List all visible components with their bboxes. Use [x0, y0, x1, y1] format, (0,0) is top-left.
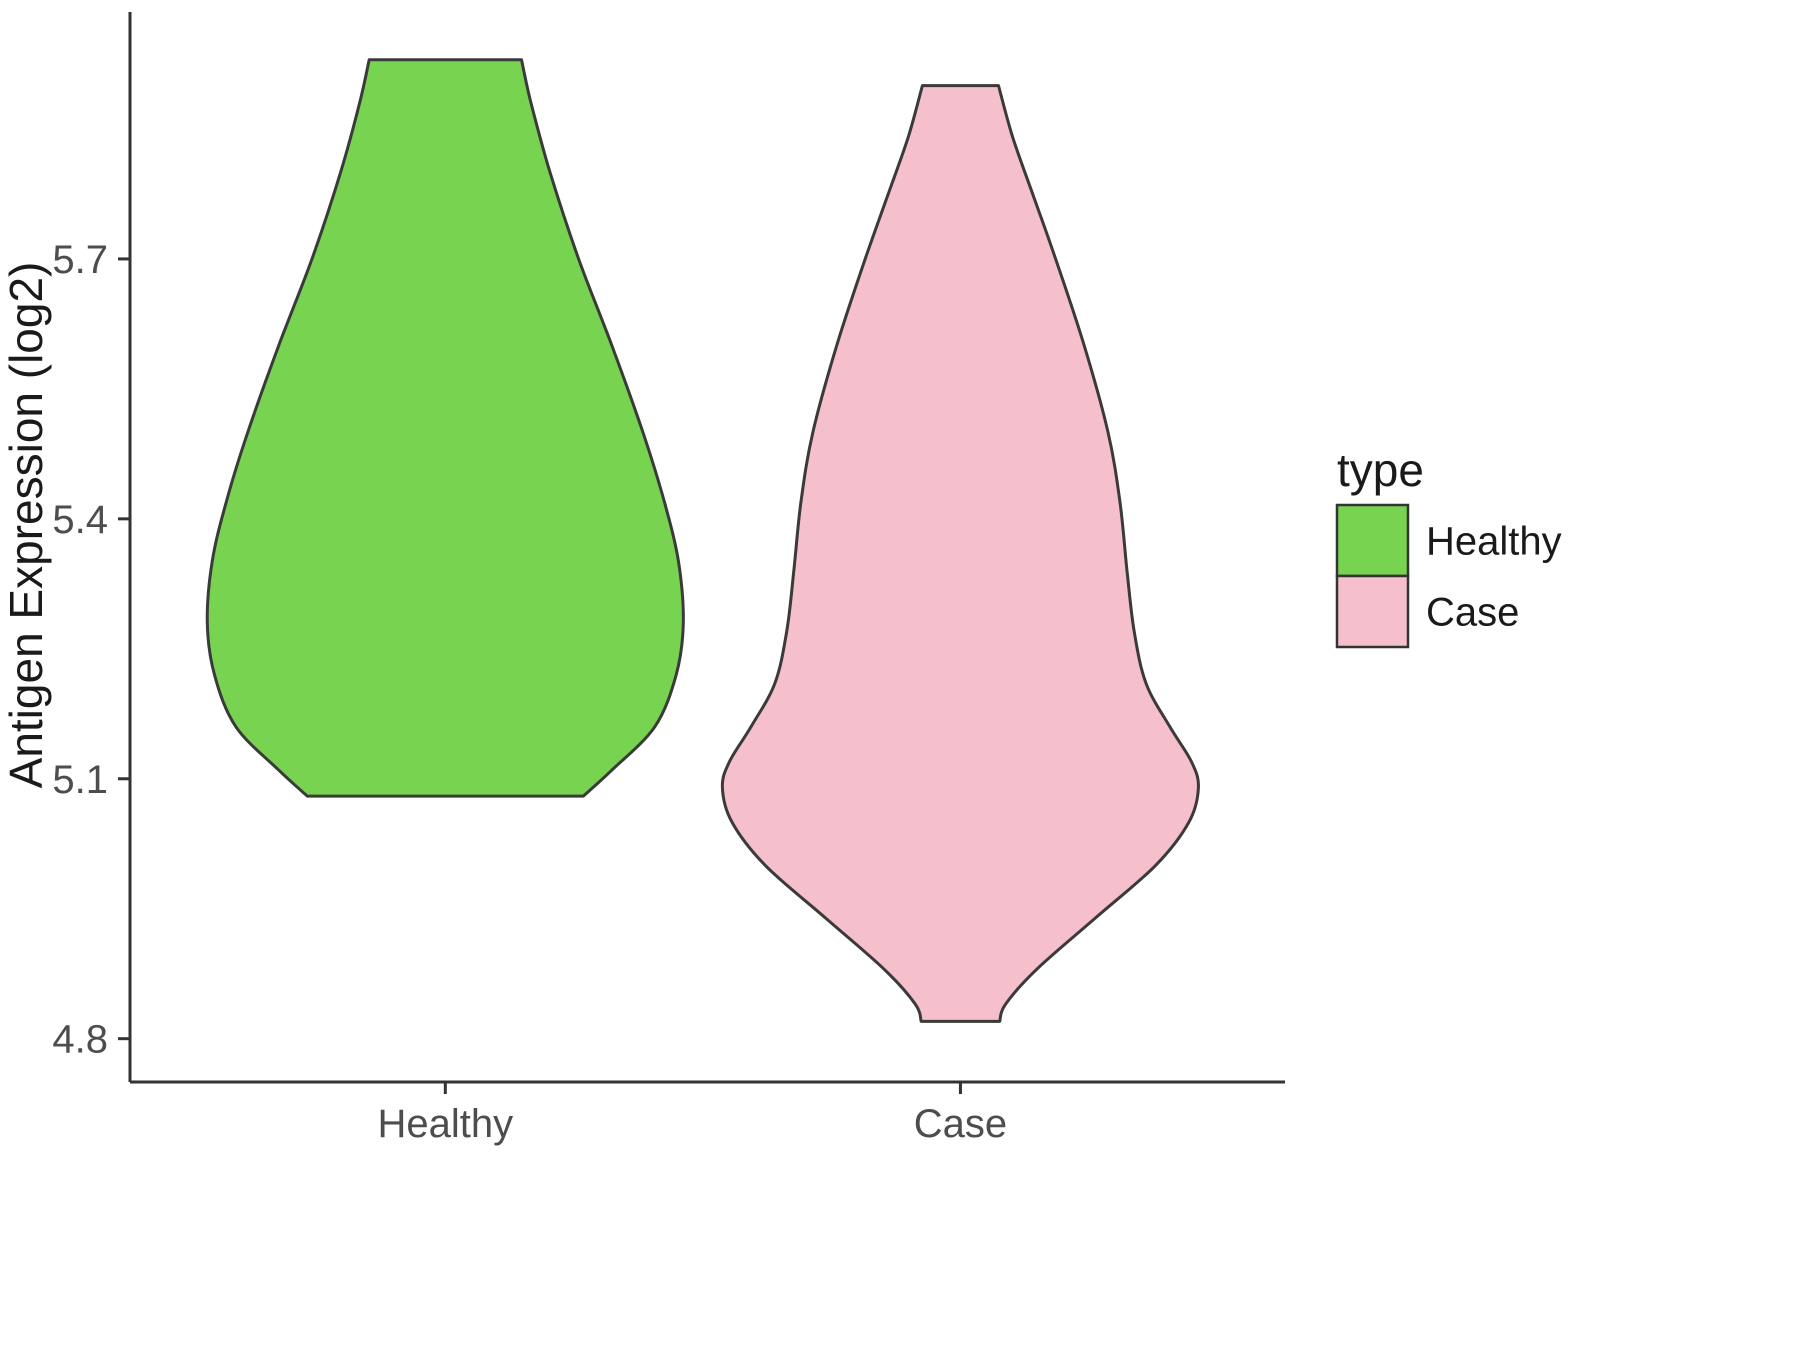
y-tick-label: 4.8: [52, 1018, 108, 1062]
y-axis-title: Antigen Expression (log2): [0, 262, 52, 789]
x-tick-label: Case: [914, 1102, 1007, 1146]
violin-healthy: [205, 58, 685, 798]
y-tick-label: 5.1: [52, 758, 108, 802]
legend-label-healthy: Healthy: [1426, 520, 1562, 564]
x-tick-label: Healthy: [378, 1102, 514, 1146]
y-tick-label: 5.4: [52, 498, 108, 542]
violin-case: [720, 84, 1200, 1023]
legend-key-healthy: [1335, 503, 1410, 578]
legend-label-case: Case: [1426, 591, 1519, 635]
legend-title: type: [1337, 444, 1424, 496]
y-tick-label: 5.7: [52, 238, 108, 282]
legend-key-case: [1335, 574, 1410, 649]
